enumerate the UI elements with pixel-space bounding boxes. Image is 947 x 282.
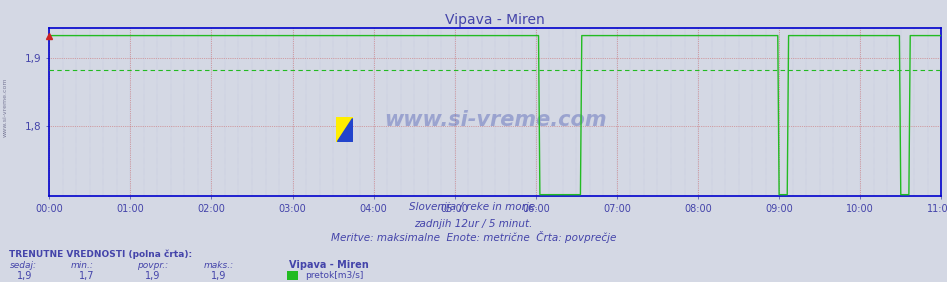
Text: povpr.:: povpr.:	[137, 261, 169, 270]
Title: Vipava - Miren: Vipava - Miren	[445, 13, 545, 27]
Text: zadnjih 12ur / 5 minut.: zadnjih 12ur / 5 minut.	[415, 219, 532, 229]
Text: www.si-vreme.com: www.si-vreme.com	[3, 78, 9, 137]
Text: 1,9: 1,9	[211, 271, 226, 281]
Text: 1,9: 1,9	[145, 271, 160, 281]
Text: 1,7: 1,7	[79, 271, 94, 281]
Text: 1,9: 1,9	[17, 271, 32, 281]
Text: TRENUTNE VREDNOSTI (polna črta):: TRENUTNE VREDNOSTI (polna črta):	[9, 250, 192, 259]
Text: Vipava - Miren: Vipava - Miren	[289, 261, 368, 270]
Text: Slovenija / reke in morje.: Slovenija / reke in morje.	[409, 202, 538, 212]
Text: sedaj:: sedaj:	[9, 261, 37, 270]
Text: min.:: min.:	[71, 261, 94, 270]
Text: pretok[m3/s]: pretok[m3/s]	[305, 271, 364, 280]
Text: www.si-vreme.com: www.si-vreme.com	[384, 111, 607, 131]
Text: Meritve: maksimalne  Enote: metrične  Črta: povprečje: Meritve: maksimalne Enote: metrične Črta…	[331, 231, 616, 243]
Text: maks.:: maks.:	[204, 261, 234, 270]
Polygon shape	[337, 118, 352, 141]
